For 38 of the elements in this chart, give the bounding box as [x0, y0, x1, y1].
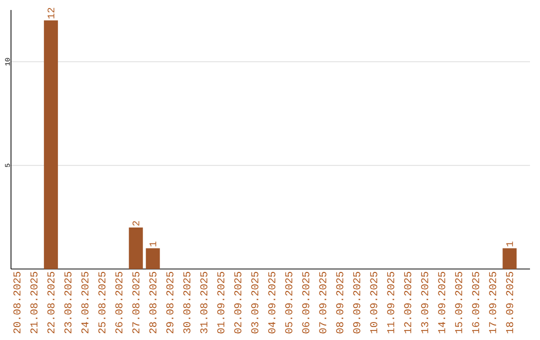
data-label: 1 — [506, 242, 513, 246]
x-tick-label: 30.08.2025 — [183, 272, 190, 334]
x-tick-label: 14.09.2025 — [438, 272, 446, 334]
x-tick-label: 25.08.2025 — [98, 272, 106, 334]
bar — [44, 20, 58, 269]
x-tick-label: 10.09.2025 — [370, 272, 378, 334]
x-tick-label: 24.08.2025 — [81, 272, 88, 334]
x-tick-label: 23.08.2025 — [64, 272, 72, 334]
x-tick-label: 26.08.2025 — [115, 272, 122, 334]
x-tick-label: 28.08.2025 — [149, 272, 156, 334]
x-tick-label: 27.08.2025 — [132, 272, 140, 334]
data-label: 2 — [132, 221, 140, 226]
x-tick-label: 07.09.2025 — [319, 272, 326, 334]
x-tick-label: 01.09.2025 — [217, 272, 224, 334]
x-tick-label: 18.09.2025 — [506, 272, 514, 334]
x-tick-label: 04.09.2025 — [268, 272, 276, 334]
x-tick-label: 21.08.2025 — [30, 272, 38, 334]
bar — [502, 248, 517, 269]
x-tick-label: 13.09.2025 — [421, 272, 428, 334]
bar — [128, 228, 143, 269]
x-tick-label: 08.09.2025 — [336, 272, 344, 334]
data-label: 1 — [150, 242, 156, 246]
x-tick-label: 17.09.2025 — [489, 272, 496, 334]
x-tick-label: 20.08.2025 — [13, 272, 21, 334]
x-tick-label: 02.09.2025 — [234, 272, 242, 334]
x-tick-label: 05.09.2025 — [285, 272, 292, 334]
x-tick-label: 12.09.2025 — [404, 272, 412, 334]
x-tick-label: 15.09.2025 — [455, 272, 462, 334]
x-tick-label: 31.08.2025 — [200, 272, 208, 334]
x-tick-label: 29.08.2025 — [166, 272, 174, 334]
bar — [146, 248, 160, 269]
x-tick-label: 09.09.2025 — [353, 272, 360, 334]
x-tick-label: 16.09.2025 — [472, 272, 480, 334]
x-tick-label: 03.09.2025 — [251, 272, 258, 334]
x-tick-label: 11.09.2025 — [387, 272, 394, 334]
x-tick-label: 06.09.2025 — [302, 272, 310, 334]
x-tick-label: 22.08.2025 — [47, 272, 54, 334]
data-label: 12 — [48, 8, 54, 18]
